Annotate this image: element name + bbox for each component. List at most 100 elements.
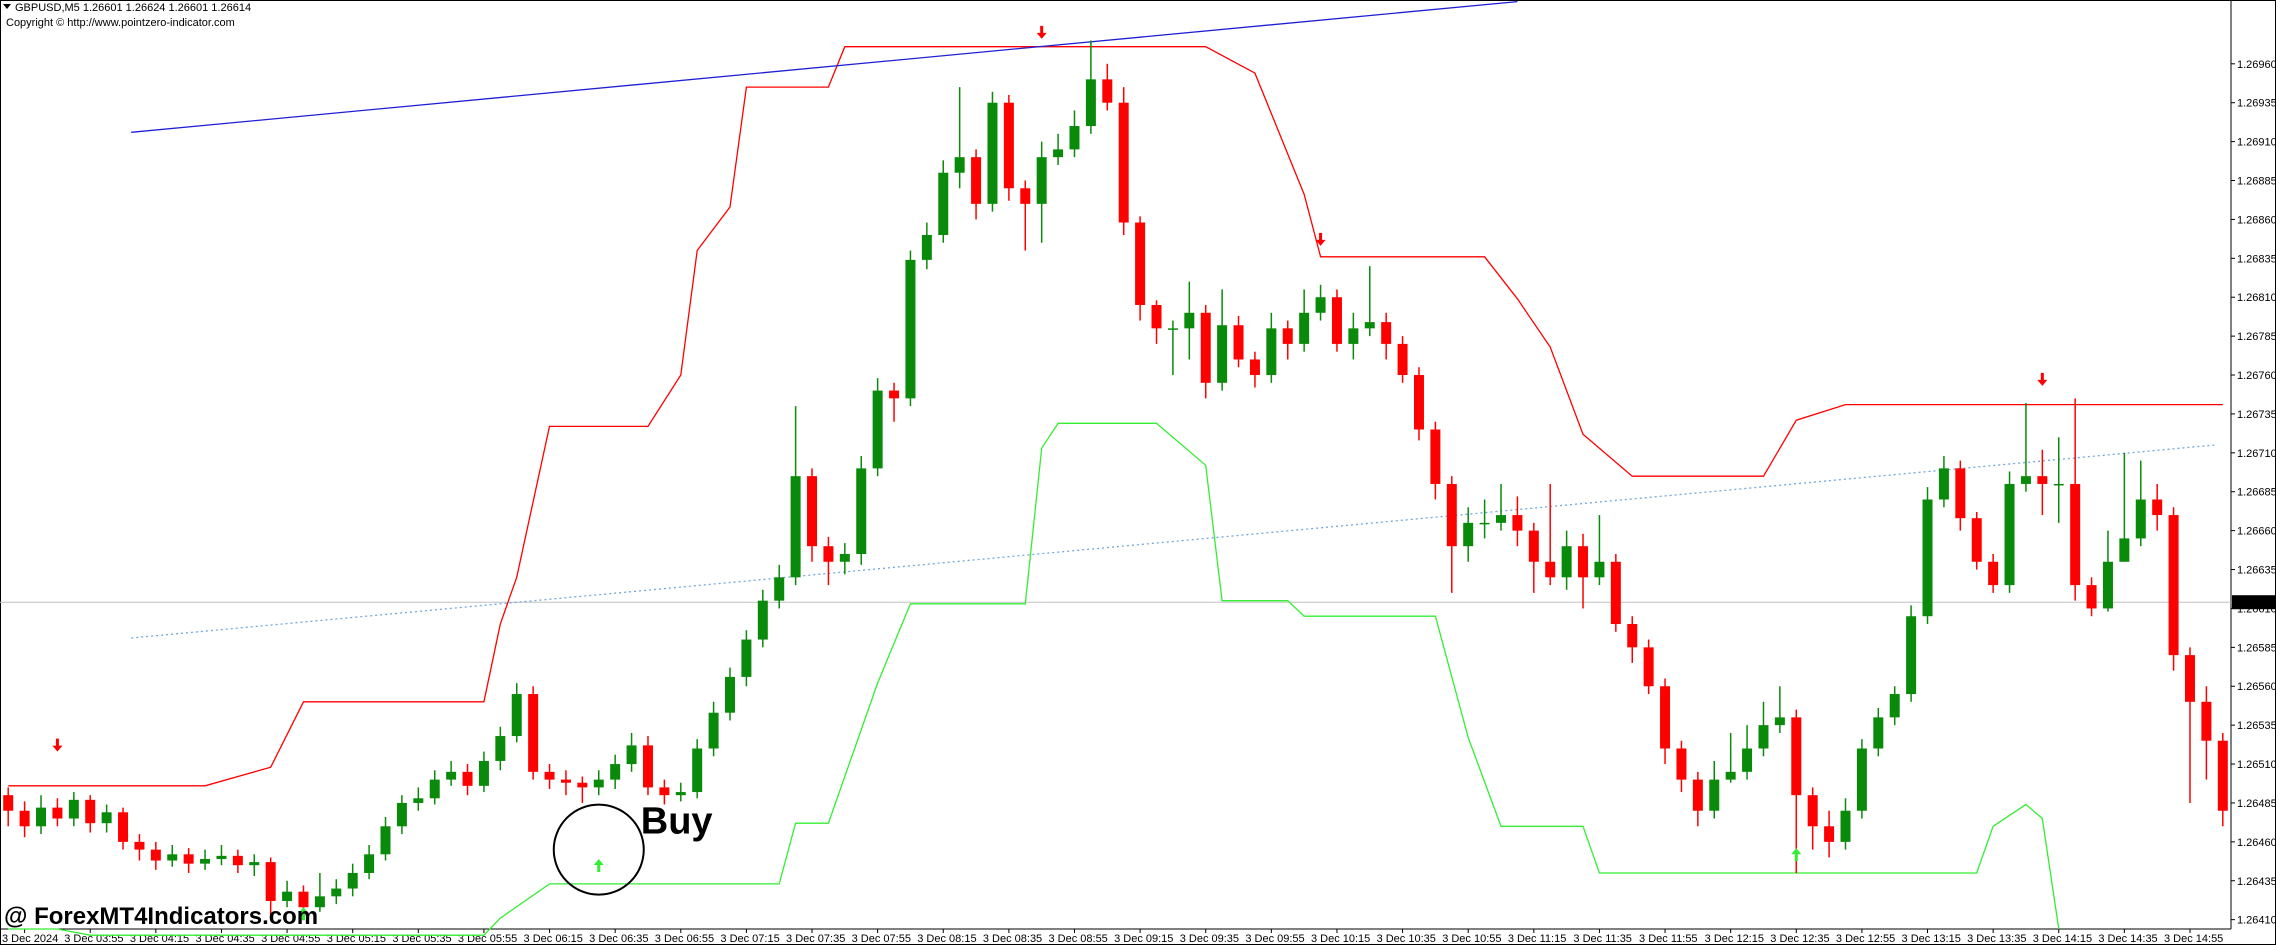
candle-body [577,782,588,788]
candle-body [314,896,325,908]
x-tick-label: 3 Dec 12:15 [1705,933,1764,945]
sell-signal-arrow [1315,232,1326,246]
candle-body [183,854,194,864]
candle-body [872,390,883,469]
annotation-text: Buy [641,801,713,843]
candle-body [1020,188,1031,204]
candle-body [347,872,358,889]
candle-body [757,600,768,640]
candle-body [1676,748,1687,780]
buy-signal-arrow [593,858,604,872]
candle-body [1922,499,1933,617]
candle-body [2037,476,2048,484]
sell-signal-arrow [2037,372,2048,386]
watermark: @ ForexMT4Indicators.com [4,903,318,930]
y-tick-label: 1.26535 [2237,720,2276,732]
candle-body [429,779,440,799]
candle-body [1545,561,1556,578]
candle-body [1003,102,1014,189]
candle-body [560,779,571,783]
trendline [131,0,1518,133]
candle-body [1840,810,1851,842]
candle-body [1200,312,1211,383]
candle-body [774,577,785,601]
candle-body [249,862,260,866]
y-tick-label: 1.26660 [2237,526,2276,538]
candle-body [807,476,818,547]
chart-subtitle: Copyright © http://www.pointzero-indicat… [6,17,235,29]
x-tick-label: 3 Dec 12:55 [1836,933,1895,945]
x-tick-label: 3 Dec 10:55 [1442,933,1501,945]
candle-body [364,854,375,873]
candle-body [823,546,834,562]
candle-body [1331,297,1342,344]
candle-body [1102,79,1113,103]
candle-body [2152,499,2163,516]
candle-body [1988,561,1999,586]
candle-body [1758,725,1769,749]
menu-triangle [3,4,11,9]
candle-body [659,787,670,796]
candle-body [1167,328,1178,330]
candle-body [1446,483,1457,547]
candle-body [216,855,227,859]
x-tick-label: 3 Dec 09:35 [1180,933,1239,945]
y-tick-label: 1.26910 [2237,137,2276,149]
candle-body [1118,102,1129,223]
candle-body [1496,515,1507,523]
candle-body [1430,429,1441,484]
candle-body [1217,325,1228,383]
upper-band [8,46,2223,787]
x-tick-label: 3 Dec 06:35 [589,933,648,945]
candle-body [134,841,145,850]
candle-body [1151,304,1162,329]
y-tick-label: 1.26785 [2237,331,2276,343]
candle-body [1856,748,1867,811]
candle-body [889,390,900,399]
candle-body [856,468,867,554]
x-tick-label: 3 Dec 11:35 [1573,933,1632,945]
candle-body [1774,717,1785,726]
candle-body [1906,616,1917,695]
y-tick-label: 1.26735 [2237,409,2276,421]
candle-body [85,799,96,824]
candle-body [1348,328,1359,344]
candle-body [2217,740,2228,811]
current-price-box [2232,595,2275,610]
candle-body [2004,483,2015,586]
candle-body [167,854,178,861]
candle-body [2184,655,2195,702]
candle-body [675,792,686,796]
annotation-circle [552,803,645,896]
candle-body [2020,476,2031,484]
candle-body [1955,468,1966,519]
y-tick-label: 1.26885 [2237,176,2276,188]
candle-body [544,771,555,780]
candle-body [1528,530,1539,562]
candle-body [1184,312,1195,329]
y-tick-label: 1.26460 [2237,837,2276,849]
candle-body [331,888,342,897]
candle-body [1233,325,1244,360]
candle-body [610,764,621,780]
candle-body [905,259,916,399]
candle-body [1725,771,1736,780]
candle-body [839,553,850,562]
candle-body [282,891,293,901]
candle-body [396,802,407,827]
x-tick-label: 3 Dec 09:55 [1245,933,1304,945]
candle-body [1610,561,1621,625]
y-tick-label: 1.26435 [2237,876,2276,888]
x-tick-label: 3 Dec 07:15 [720,933,779,945]
candle-body [2135,499,2146,539]
candle-body [36,807,47,827]
x-tick-label: 3 Dec 04:55 [261,933,320,945]
candle-body [1282,328,1293,344]
y-tick-label: 1.26410 [2237,915,2276,927]
y-tick-label: 1.26510 [2237,759,2276,771]
candle-body [150,849,161,861]
candle-body [1561,546,1572,578]
candle-body [2086,585,2097,609]
candle-body [1463,522,1474,547]
